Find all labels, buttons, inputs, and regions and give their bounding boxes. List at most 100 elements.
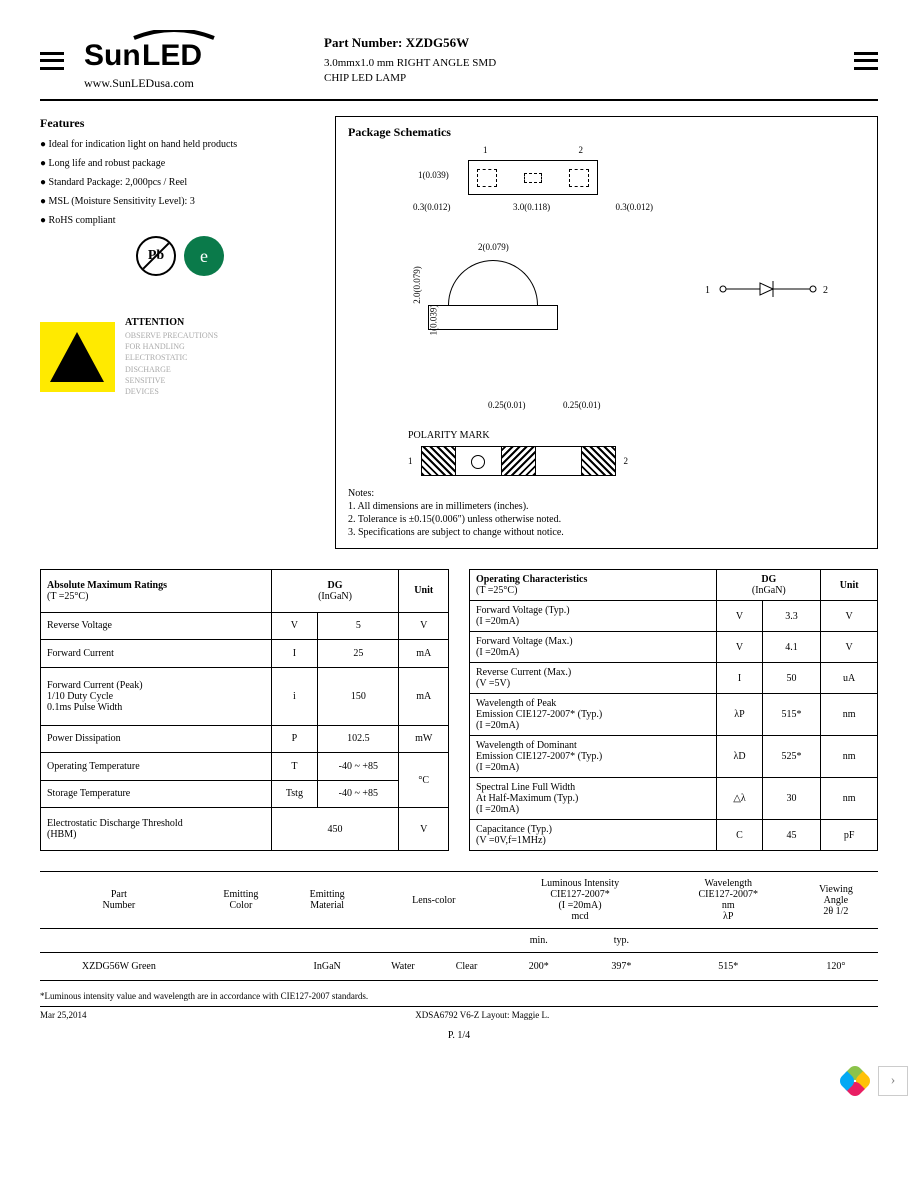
cell: V <box>821 601 878 632</box>
footer: Mar 25,2014 XDSA6792 V6-Z Layout: Maggie… <box>40 1006 878 1020</box>
dim: 2.0(0.079) <box>412 266 422 304</box>
cell: XZDG56W <box>82 961 129 972</box>
part-info: Part Number: XZDG56W 3.0mmx1.0 mm RIGHT … <box>264 35 834 87</box>
schematics-title: Package Schematics <box>348 125 865 140</box>
color-logo-icon[interactable] <box>840 1066 870 1096</box>
th: Viewing Angle 2θ 1/2 <box>794 872 878 929</box>
cell: -40 ~ +85 <box>318 780 399 808</box>
next-arrow-icon[interactable]: › <box>878 1066 908 1096</box>
cell: 5 <box>318 612 399 640</box>
cell: 515* <box>762 694 821 736</box>
cell: V <box>821 632 878 663</box>
cell: P <box>271 725 318 753</box>
cell: nm <box>821 736 878 778</box>
cell: I <box>271 640 318 668</box>
cell: 4.1 <box>762 632 821 663</box>
cell: 515* <box>663 953 794 981</box>
dim: 1(0.039) <box>428 305 438 336</box>
compliance-icons: Pb e <box>40 236 320 276</box>
esd-line: DISCHARGE <box>125 364 218 375</box>
cell: Wavelength of Peak Emission CIE127-2007*… <box>470 694 717 736</box>
dim: 1 <box>408 456 413 466</box>
cell: Clear <box>436 953 498 981</box>
summary-table: Part Number Emitting Color Emitting Mate… <box>40 871 878 981</box>
part-label: Part Number: <box>324 35 402 50</box>
cell: mA <box>399 640 449 668</box>
cell: 397* <box>580 953 663 981</box>
cell: △λ <box>717 778 762 820</box>
cell: Capacitance (Typ.) (V =0V,f=1MHz) <box>470 820 717 851</box>
dim: 2 <box>579 145 584 155</box>
footer-date: Mar 25,2014 <box>40 1010 87 1020</box>
bottom-bar: › <box>0 1061 918 1101</box>
dim: 2(0.079) <box>478 242 509 252</box>
dim: 0.25(0.01) <box>488 400 526 410</box>
cell: Forward Voltage (Typ.) (I =20mA) <box>470 601 717 632</box>
esd-line: OBSERVE PRECAUTIONS <box>125 330 218 341</box>
schematic-drawing: 1 2 1(0.039) 0.3(0.012) 3.0(0.118) 0.3(0… <box>348 150 865 480</box>
th: typ. <box>580 929 663 953</box>
th: Emitting Material <box>284 872 370 929</box>
cell: 525* <box>762 736 821 778</box>
esd-line: ELECTROSTATIC <box>125 352 218 363</box>
cell: Reverse Voltage <box>41 612 272 640</box>
col: DG <box>328 580 343 591</box>
note: 1. All dimensions are in millimeters (in… <box>348 501 865 512</box>
th: Luminous Intensity CIE127-2007* (I =20mA… <box>497 872 662 929</box>
ratings-subtitle: (T =25°C) <box>47 591 88 602</box>
esd-line: SENSITIVE <box>125 375 218 386</box>
cell: 450 <box>271 808 399 851</box>
cell: Forward Current (Peak) 1/10 Duty Cycle 0… <box>41 667 272 725</box>
cell: V <box>717 632 762 663</box>
cell: -40 ~ +85 <box>318 753 399 781</box>
th: Emitting Color <box>198 872 284 929</box>
esd-attention: ATTENTION <box>125 316 218 330</box>
feature-item: Standard Package: 2,000pcs / Reel <box>40 177 320 188</box>
cell: V <box>717 601 762 632</box>
cell: Power Dissipation <box>41 725 272 753</box>
notes-title: Notes: <box>348 488 865 499</box>
schematics-panel: Package Schematics 1 2 1(0.039) 0.3(0.01… <box>335 116 878 549</box>
logo: Sun LED www.SunLEDusa.com <box>84 30 264 91</box>
dim: 3.0(0.118) <box>513 202 550 212</box>
th: Part Number <box>40 872 198 929</box>
ops-subtitle: (T =25°C) <box>476 585 517 596</box>
logo-url: www.SunLEDusa.com <box>84 76 264 91</box>
dim: 2 <box>624 456 629 466</box>
header: Sun LED www.SunLEDusa.com Part Number: X… <box>40 30 878 101</box>
cell: °C <box>399 753 449 808</box>
th: Lens-color <box>370 872 497 929</box>
cell: Operating Temperature <box>41 753 272 781</box>
schematic-notes: Notes: 1. All dimensions are in millimet… <box>348 488 865 538</box>
cell: mW <box>399 725 449 753</box>
page-number: P. 1/4 <box>40 1030 878 1041</box>
cell: mA <box>399 667 449 725</box>
cell: Reverse Current (Max.) (V =5V) <box>470 663 717 694</box>
note: 3. Specifications are subject to change … <box>348 527 865 538</box>
cell: Water <box>370 953 435 981</box>
cell: 45 <box>762 820 821 851</box>
col: DG <box>761 574 776 585</box>
dim: 0.3(0.012) <box>616 202 654 212</box>
col: Unit <box>399 570 449 613</box>
desc-2: CHIP LED LAMP <box>324 72 834 84</box>
cell: nm <box>821 694 878 736</box>
pb-free-icon: Pb <box>136 236 176 276</box>
desc-1: 3.0mmx1.0 mm RIGHT ANGLE SMD <box>324 57 834 69</box>
dim: 1(0.039) <box>418 170 449 180</box>
cell: 150 <box>318 667 399 725</box>
cell: λP <box>717 694 762 736</box>
menu-icon-right[interactable] <box>854 52 878 70</box>
ops-title: Operating Characteristics <box>476 574 587 585</box>
cell: 3.3 <box>762 601 821 632</box>
diode-symbol: 1 2 <box>705 275 835 308</box>
note: 2. Tolerance is ±0.15(0.006") unless oth… <box>348 514 865 525</box>
footer-doc: XDSA6792 V6-Z Layout: Maggie L. <box>415 1010 549 1020</box>
ops-table: Operating Characteristics (T =25°C) DG (… <box>469 569 878 851</box>
cell: V <box>399 612 449 640</box>
cell: Electrostatic Discharge Threshold (HBM) <box>41 808 272 851</box>
feature-item: MSL (Moisture Sensitivity Level): 3 <box>40 196 320 207</box>
menu-icon[interactable] <box>40 52 64 70</box>
cell: 50 <box>762 663 821 694</box>
cell: i <box>271 667 318 725</box>
